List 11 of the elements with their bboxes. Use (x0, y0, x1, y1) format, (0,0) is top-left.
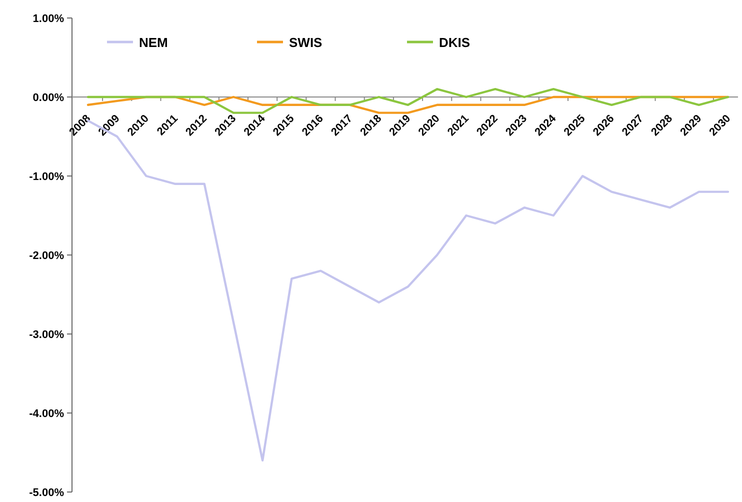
legend-label: SWIS (289, 35, 323, 50)
y-tick-label: 1.00% (32, 13, 64, 25)
y-tick-label: -1.00% (29, 171, 64, 183)
y-tick-label: -2.00% (29, 250, 64, 262)
y-tick-label: -4.00% (29, 408, 64, 420)
legend-label: NEM (139, 35, 168, 50)
y-tick-label: -5.00% (29, 487, 64, 499)
y-tick-label: 0.00% (32, 92, 64, 104)
line-series (86, 88, 730, 114)
y-tick-label: -3.00% (29, 329, 64, 341)
legend-label: DKIS (439, 35, 470, 50)
